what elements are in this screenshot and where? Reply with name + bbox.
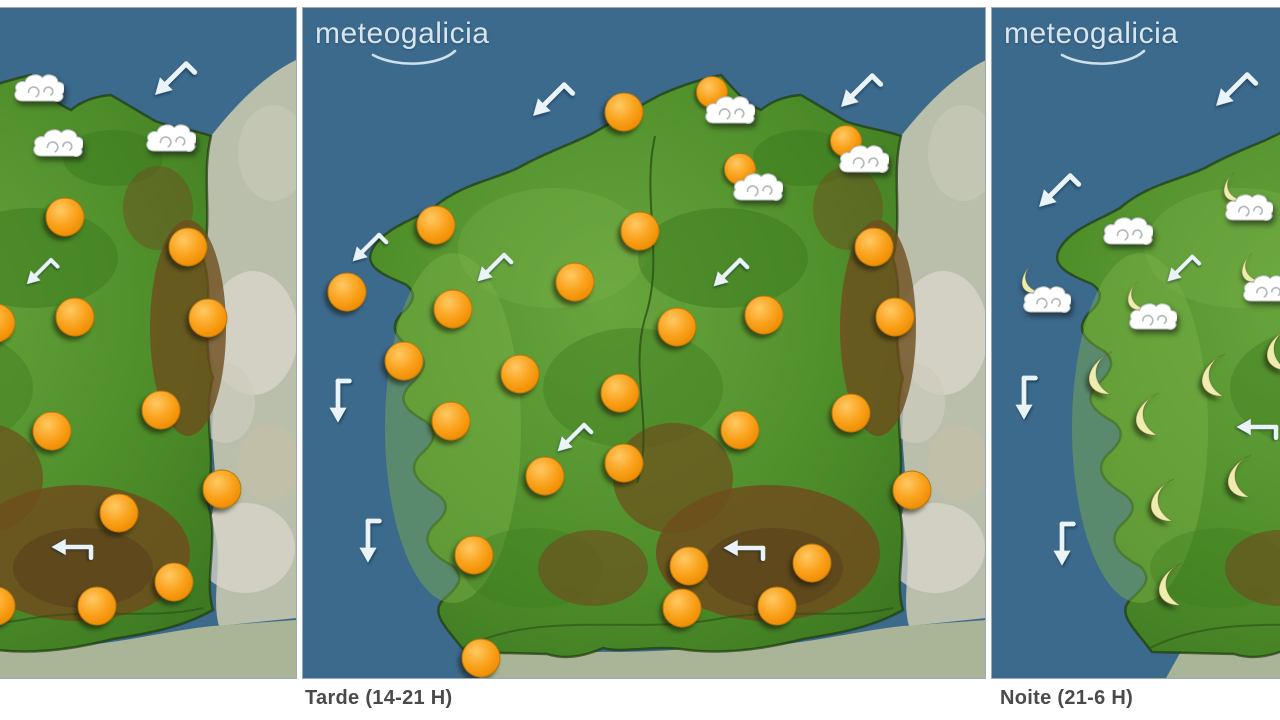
sun-icon xyxy=(202,469,242,509)
cloud-icon xyxy=(1223,192,1273,224)
cloud-icon xyxy=(837,142,889,176)
moon-cloud-icon xyxy=(1119,280,1177,333)
wind-arrow-sw-icon xyxy=(477,246,514,289)
panel-morning xyxy=(0,7,297,679)
sun-icon xyxy=(454,535,494,575)
logo-text: meteogalicia xyxy=(315,17,490,50)
sun-icon xyxy=(662,588,702,628)
sun-icon xyxy=(555,262,595,302)
moon-icon xyxy=(1199,352,1233,398)
wind-arrow-w-icon xyxy=(723,526,766,571)
sun-icon xyxy=(384,341,424,381)
meteogalicia-logo: meteogalicia xyxy=(315,17,490,65)
moon-icon xyxy=(1148,477,1182,523)
cloud-icon xyxy=(1101,214,1153,248)
wind-arrow-sw-icon xyxy=(1167,248,1202,288)
sun-icon xyxy=(416,205,456,245)
sun-icon xyxy=(168,227,208,267)
sun-icon xyxy=(720,410,760,450)
cloud-icon xyxy=(144,121,196,155)
wind-arrow-w-icon xyxy=(1236,405,1279,450)
cloud-icon xyxy=(1021,284,1071,316)
moon-icon xyxy=(1264,326,1280,372)
moon-icon xyxy=(1225,453,1259,499)
moon-icon xyxy=(1156,561,1190,607)
wind-arrow-sw-icon xyxy=(713,251,750,294)
wind-arrow-sw-icon xyxy=(841,65,884,115)
wind-arrow-sw-icon xyxy=(352,226,389,269)
sun-icon xyxy=(525,456,565,496)
sun-icon xyxy=(99,493,139,533)
panel-afternoon: meteogalicia xyxy=(302,7,986,679)
sun-icon xyxy=(431,401,471,441)
meteogalicia-logo: meteogalicia xyxy=(1004,17,1179,65)
wind-arrow-sw-icon xyxy=(533,74,576,124)
cloud-icon xyxy=(703,93,755,127)
sun-icon xyxy=(461,638,501,678)
moon-cloud-icon xyxy=(1233,252,1280,305)
wind-arrow-down-icon xyxy=(1048,519,1077,567)
sun-icon xyxy=(154,562,194,602)
panel-night: meteogalicia xyxy=(991,7,1280,679)
cloud-icon xyxy=(31,126,83,160)
sun-icon xyxy=(669,546,709,586)
sun-cloud-icon xyxy=(693,75,755,127)
sun-icon xyxy=(433,289,473,329)
wind-arrow-down-icon xyxy=(354,516,383,564)
sun-icon xyxy=(620,211,660,251)
wind-arrow-sw-icon xyxy=(155,53,198,103)
afternoon-label: Tarde (14-21 H) xyxy=(305,687,453,709)
sun-cloud-icon xyxy=(827,124,889,176)
sun-icon xyxy=(854,227,894,267)
logo-swoosh-icon xyxy=(1060,49,1146,65)
sun-icon xyxy=(657,307,697,347)
wind-arrow-down-icon xyxy=(1010,373,1039,421)
sun-icon xyxy=(327,272,367,312)
moon-cloud-icon xyxy=(1215,171,1273,224)
sun-icon xyxy=(500,354,540,394)
wind-arrow-sw-icon xyxy=(557,416,594,459)
cloud-icon xyxy=(12,71,64,105)
wind-arrow-sw-icon xyxy=(1216,64,1259,114)
galicia-map xyxy=(0,8,296,678)
sun-icon xyxy=(604,443,644,483)
wind-arrow-w-icon xyxy=(51,525,94,570)
sun-icon xyxy=(188,298,228,338)
sun-icon xyxy=(744,295,784,335)
wind-arrow-down-icon xyxy=(324,376,353,424)
wind-arrow-sw-icon xyxy=(26,252,60,291)
sun-icon xyxy=(831,393,871,433)
sun-icon xyxy=(45,197,85,237)
sun-icon xyxy=(141,390,181,430)
sun-icon xyxy=(875,297,915,337)
wind-arrow-sw-icon xyxy=(1039,165,1082,215)
sun-icon xyxy=(55,297,95,337)
logo-swoosh-icon xyxy=(371,49,457,65)
sun-icon xyxy=(892,470,932,510)
cloud-icon xyxy=(1127,301,1177,333)
moon-cloud-icon xyxy=(1013,263,1071,316)
sun-icon xyxy=(600,373,640,413)
moon-icon xyxy=(1086,350,1120,396)
sun-icon xyxy=(757,586,797,626)
sun-icon xyxy=(604,92,644,132)
logo-text: meteogalicia xyxy=(1004,17,1179,50)
cloud-icon xyxy=(1241,273,1280,305)
moon-icon xyxy=(1133,391,1167,437)
sun-icon xyxy=(792,543,832,583)
night-label: Noite (21-6 H) xyxy=(1000,687,1134,709)
sun-cloud-icon xyxy=(721,152,783,204)
sun-icon xyxy=(77,586,117,626)
cloud-icon xyxy=(731,170,783,204)
sun-icon xyxy=(32,411,72,451)
